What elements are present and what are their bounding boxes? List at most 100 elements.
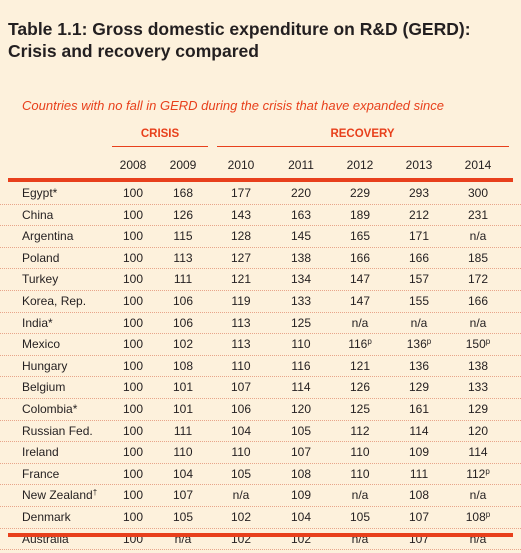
value-cell: 126 [172,207,194,222]
value-cell: 185 [467,250,489,265]
value-cell: 100 [122,207,144,222]
country-name: Belgium [22,380,66,395]
value-cell: 155 [408,293,430,308]
value-cell: 106 [172,315,194,330]
country-name: Mexico [22,337,61,352]
country-footnote-mark: † [92,488,98,498]
value-cell: 134 [290,272,312,287]
value-cell: n/a [410,315,428,330]
value-cell: 121 [349,358,371,373]
provisional-mark: p [485,509,491,519]
value-cell: 116p [348,337,372,352]
value-cell: 145 [290,229,312,244]
country-name: Egypt* [22,186,58,200]
value-cell: 166 [408,250,430,265]
value-cell: 133 [467,380,489,395]
value-cell: 115 [173,229,193,244]
value-cell: 212 [408,207,430,222]
value-cell: 106 [172,293,194,308]
country-name: Korea, Rep. [22,293,87,308]
country-name: Argentina [22,229,74,244]
value-cell: 100 [122,229,144,244]
table-row: Egypt* 100 168 177 220 229 293 300 [0,183,521,205]
year-header: 2014 [464,158,492,172]
year-header-row: 2008 2009 2010 2011 2012 2013 2014 [0,158,521,178]
value-cell: 110 [231,445,251,460]
value-cell: 111 [173,272,193,287]
table-row: India* 100 106 113 125 n/a n/a n/a [0,313,521,335]
value-cell: 166 [467,293,489,308]
value-cell: 108 [408,488,430,503]
year-header: 2010 [227,158,255,172]
table-subtitle: Countries with no fall in GERD during th… [22,98,444,113]
value-cell: 150p [465,337,491,352]
crisis-group-header: CRISIS [140,128,180,140]
table-row: Korea, Rep. 100 106 119 133 147 155 166 [0,291,521,313]
year-header: 2009 [169,158,197,172]
table-row: China 100 126 143 163 189 212 231 [0,205,521,227]
value-cell: 102 [230,509,252,524]
title-line-1: Table 1.1: Gross domestic expenditure on… [8,19,471,39]
value-cell: 100 [122,358,144,373]
value-cell: 129 [467,401,489,416]
value-cell: n/a [469,531,487,546]
country-name: Hungary [22,358,68,373]
value-cell: 120 [467,423,489,438]
country-name: Poland [22,250,60,265]
value-cell: 300 [467,186,489,200]
value-cell: n/a [469,315,487,330]
value-cell: 105 [230,466,252,481]
provisional-mark: p [485,337,491,347]
value-cell: 220 [290,186,312,200]
value-cell: n/a [469,229,487,244]
table-row: Poland 100 113 127 138 166 166 185 [0,248,521,270]
value-cell: 100 [122,293,144,308]
title-line-2: Crisis and recovery compared [8,41,259,61]
value-cell: 119 [231,293,251,308]
value-cell: 107 [172,488,194,503]
value-cell: 111 [409,466,429,481]
value-cell: 147 [349,293,371,308]
value-cell: 127 [230,250,252,265]
value-cell: 114 [468,445,488,460]
value-cell: 106 [230,401,252,416]
value-cell: 100 [122,445,144,460]
value-cell: 104 [230,423,252,438]
value-cell: 101 [172,401,194,416]
country-name: India* [22,315,53,330]
value-cell: 165 [349,229,371,244]
table-row: Denmark 100 105 102 104 105 107 108p [0,507,521,529]
value-cell: 125 [290,315,312,330]
value-cell: 104 [172,466,194,481]
provisional-mark: p [426,337,432,347]
value-cell: 101 [172,380,194,395]
value-cell: 110 [173,445,193,460]
value-cell: 163 [290,207,312,222]
value-cell: 116 [291,358,311,373]
country-name: Turkey [22,272,59,287]
table-row: Belgium 100 101 107 114 126 129 133 [0,377,521,399]
value-cell: 107 [408,531,430,546]
table-row: Russian Fed. 100 111 104 105 112 114 120 [0,421,521,443]
value-cell: 293 [408,186,430,200]
table-row: Turkey 100 111 121 134 147 157 172 [0,269,521,291]
value-cell: 189 [349,207,371,222]
value-cell: 102 [172,337,194,352]
value-cell: 105 [349,509,371,524]
value-cell: 111 [173,423,193,438]
country-name: France [22,466,60,481]
value-cell: 104 [290,509,312,524]
table-row: Argentina 100 115 128 145 165 171 n/a [0,226,521,248]
value-cell: n/a [351,531,369,546]
value-cell: 147 [349,272,371,287]
value-cell: 157 [408,272,430,287]
value-cell: 112 [350,423,370,438]
value-cell: 109 [290,488,312,503]
value-cell: 114 [291,380,311,395]
value-cell: n/a [174,531,192,546]
provisional-mark: p [367,337,372,347]
country-name: Russian Fed. [22,423,93,438]
table-row: New Zealand† 100 107 n/a 109 n/a 108 n/a [0,485,521,507]
value-cell: 110 [291,337,311,352]
value-cell: 105 [172,509,194,524]
